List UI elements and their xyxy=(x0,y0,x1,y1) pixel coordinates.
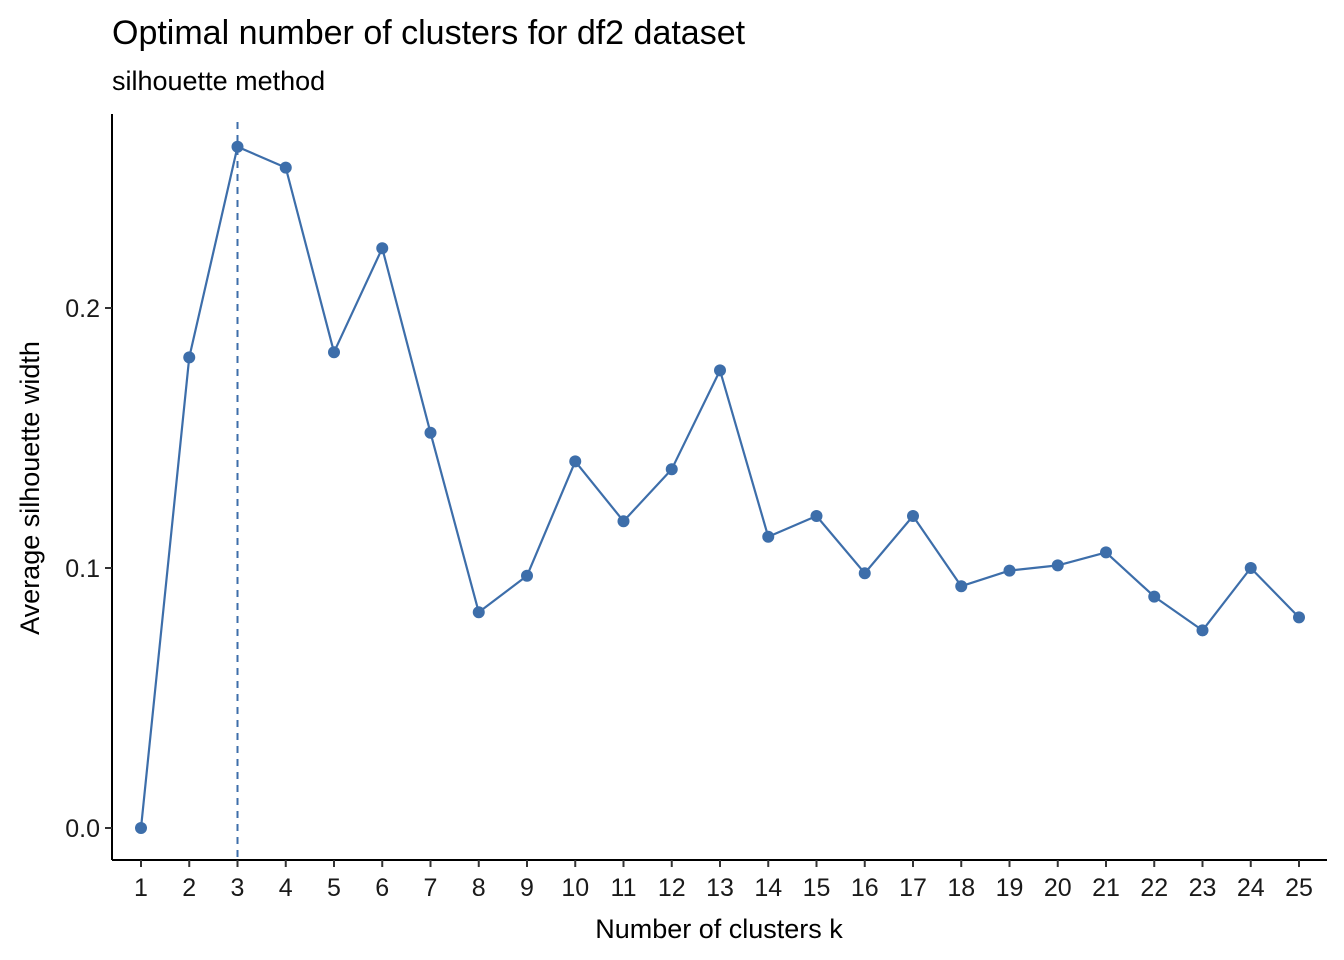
x-tick-label: 18 xyxy=(947,874,975,902)
x-axis-ticks: 1 2 3 4 5 6 7 8 9 10 11 12 13 14 15 16 17 18 19 20 21 22 23 24 2… xyxy=(134,860,1313,902)
data-point-k20 xyxy=(1051,559,1064,572)
x-tick-label: 10 xyxy=(561,874,589,902)
x-tick-label: 21 xyxy=(1092,874,1120,902)
x-axis-title: Number of clusters k xyxy=(595,914,843,944)
data-point-k21 xyxy=(1100,546,1112,559)
data-point-k14 xyxy=(762,530,775,543)
x-tick-label: 22 xyxy=(1140,874,1168,902)
x-tick-label: 7 xyxy=(424,874,438,902)
data-point-k7 xyxy=(424,426,437,439)
data-point-k15 xyxy=(810,510,823,522)
plot-area xyxy=(135,122,1305,860)
chart-title: Optimal number of clusters for df2 datas… xyxy=(112,14,746,52)
data-point-k6 xyxy=(376,242,389,255)
x-tick-label: 12 xyxy=(658,874,686,902)
data-point-k11 xyxy=(617,515,630,528)
x-tick-label: 13 xyxy=(706,874,734,902)
data-point-k9 xyxy=(521,569,533,582)
data-point-k13 xyxy=(714,364,726,377)
x-tick-label: 8 xyxy=(472,874,486,902)
x-tick-label: 14 xyxy=(754,874,782,902)
data-point-k16 xyxy=(858,567,871,580)
x-tick-label: 16 xyxy=(851,874,879,902)
data-point-k12 xyxy=(665,463,678,476)
x-tick-label: 3 xyxy=(231,874,245,902)
data-point-k22 xyxy=(1148,590,1161,603)
data-point-k4 xyxy=(279,161,292,174)
series-line xyxy=(139,145,1300,829)
x-tick-label: 19 xyxy=(996,874,1024,902)
data-points-layer xyxy=(135,140,1305,834)
data-point-k25 xyxy=(1293,611,1305,624)
data-point-k18 xyxy=(955,580,968,593)
data-point-k23 xyxy=(1196,624,1209,637)
x-tick-label: 24 xyxy=(1237,874,1265,902)
y-tick-label: 0.2 xyxy=(65,295,100,323)
data-point-k2 xyxy=(183,351,196,364)
y-axis-title: Average silhouette width xyxy=(15,341,45,635)
x-tick-label: 23 xyxy=(1189,874,1217,902)
series-line-layer xyxy=(139,145,1300,829)
x-tick-label: 6 xyxy=(375,874,389,902)
x-tick-label: 11 xyxy=(611,874,637,902)
data-point-k19 xyxy=(1003,564,1016,577)
data-point-k3 xyxy=(231,140,244,153)
y-axis-ticks: 0.0 0.1 0.2 xyxy=(65,295,112,843)
x-tick-label: 15 xyxy=(803,874,831,902)
data-point-k17 xyxy=(907,510,919,522)
x-tick-label: 2 xyxy=(182,874,196,902)
y-tick-label: 0.0 xyxy=(65,815,100,843)
chart-subtitle: silhouette method xyxy=(112,66,325,96)
data-point-k24 xyxy=(1244,562,1257,574)
data-point-k10 xyxy=(569,455,582,468)
x-tick-label: 1 xyxy=(134,874,148,902)
data-point-k5 xyxy=(328,346,340,359)
x-tick-label: 17 xyxy=(899,874,927,902)
data-point-k8 xyxy=(472,606,485,619)
data-point-k1 xyxy=(135,822,147,834)
x-tick-label: 5 xyxy=(327,874,341,902)
x-tick-label: 4 xyxy=(279,874,293,902)
x-tick-label: 25 xyxy=(1285,874,1313,902)
y-tick-label: 0.1 xyxy=(65,555,100,583)
x-tick-label: 9 xyxy=(520,874,534,902)
x-tick-label: 20 xyxy=(1044,874,1072,902)
